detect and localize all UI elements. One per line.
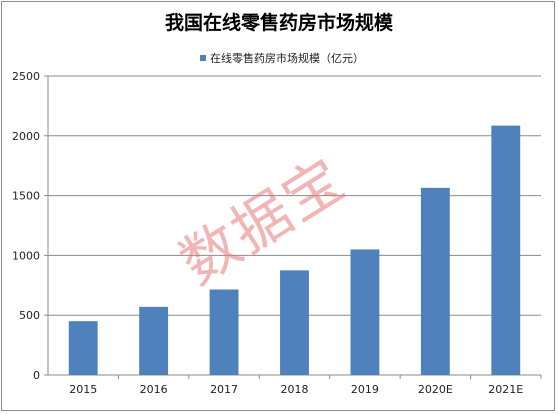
x-tick-label: 2017 [210,383,238,396]
chart-title: 我国在线零售药房市场规模 [164,12,393,34]
x-tick-label: 2019 [351,383,379,396]
x-tick-label: 2018 [281,383,309,396]
x-tick-label: 2015 [69,383,97,396]
bar [420,187,450,375]
bar [491,125,521,375]
y-tick-label: 1000 [12,249,40,262]
legend-label: 在线零售药房市场规模（亿元） [210,52,364,65]
y-tick-label: 1500 [12,190,40,203]
y-tick-label: 500 [19,309,40,322]
bar [280,270,309,375]
x-tick-label: 2016 [140,383,168,396]
y-tick-label: 2000 [12,130,40,143]
bar [350,249,380,375]
legend-swatch [200,55,206,61]
bar [209,289,239,375]
y-tick-label: 2500 [12,70,40,83]
bar [68,321,98,375]
x-tick-label: 2020E [418,383,453,396]
y-tick-label: 0 [33,369,40,382]
x-tick-label: 2021E [488,383,523,396]
bar [139,306,169,375]
chart-legend: 在线零售药房市场规模（亿元） [200,50,364,66]
